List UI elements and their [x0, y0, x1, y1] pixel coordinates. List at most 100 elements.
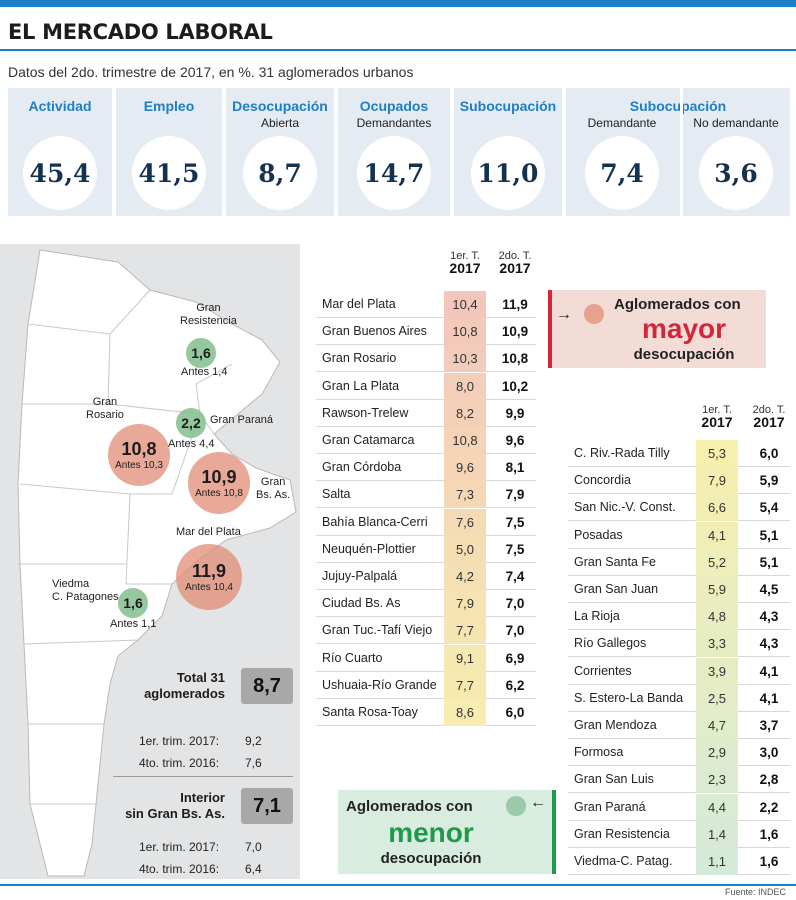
kpi-sublabel: Demandantes	[356, 116, 432, 130]
value-1er-trim: 10,4	[444, 291, 486, 318]
province-border	[195, 363, 233, 415]
total-label: Interior sin Gran Bs. As.	[125, 790, 225, 821]
kpi-value: 8,7	[243, 136, 317, 210]
table-row: Concordia 7,9 5,9	[568, 467, 790, 495]
table-row: Gran Tuc.-Tafí Viejo 7,7 7,0	[316, 617, 536, 645]
value-1er-trim: 5,0	[444, 535, 486, 563]
row-name: Gran San Juan	[574, 582, 659, 596]
table-row: Ushuaia-Río Grande 7,7 6,2	[316, 671, 536, 699]
kpi-desocupacion: Desocupación Abierta 8,7	[226, 88, 334, 216]
table-row: Rawson-Trelew 8,2 9,9	[316, 399, 536, 427]
table-row: Gran Córdoba 9,6 8,1	[316, 454, 536, 482]
row-name: Gran San Luis	[574, 772, 654, 787]
value-2do-trim: 7,5	[505, 514, 525, 530]
value-2do-trim: 4,5	[759, 582, 779, 597]
table-row: Mar del Plata 10,4 11,9	[316, 291, 536, 318]
row-name: Corrientes	[574, 663, 632, 678]
value-2do-trim: 10,9	[501, 324, 529, 340]
row-name: Ciudad Bs. As	[322, 596, 401, 611]
table-row: Gran Resistencia 1,4 1,6	[568, 820, 790, 848]
value-2do-trim: 3,7	[759, 718, 779, 733]
value-2do-trim: 4,3	[759, 636, 779, 652]
kpi-ocupados: Ocupados Demandantes 14,7	[338, 88, 450, 216]
value-1er-trim: 5,3	[696, 440, 738, 467]
callout-line1: Aglomerados con	[614, 296, 741, 313]
row-name: Jujuy-Palpalá	[322, 569, 398, 583]
kpi-label: Ocupados	[359, 98, 429, 114]
value-1er-trim: 4,4	[696, 793, 738, 821]
row-name: Río Gallegos	[574, 636, 647, 651]
value-1er-trim: 5,2	[696, 548, 738, 576]
kpi-label: Subocupación	[629, 98, 727, 114]
value-2do-trim: 1,6	[759, 854, 779, 869]
table-row: Santa Rosa-Toay 8,6 6,0	[316, 699, 536, 726]
value-1er-trim: 7,3	[444, 481, 486, 509]
total-row-value: 7,6	[245, 756, 262, 770]
row-name: Gran Rosario	[322, 351, 397, 366]
province-border	[19, 413, 201, 495]
kpi-label: Desocupación	[232, 98, 328, 114]
row-name: Gran Resistencia	[574, 826, 670, 841]
value-1er-trim: 10,8	[444, 318, 486, 346]
kpi-value: 3,6	[699, 136, 773, 210]
table-row: Gran San Juan 5,9 4,5	[568, 576, 790, 603]
value-2do-trim: 10,2	[501, 378, 529, 394]
value-1er-trim: 8,0	[444, 372, 486, 400]
callout-bar	[548, 290, 552, 368]
value-2do-trim: 4,1	[759, 690, 779, 706]
argentina-map	[17, 249, 297, 877]
map-label-viedma: Viedma C. Patagones	[52, 578, 119, 603]
total-row-label: 1er. trim. 2017:	[139, 734, 220, 748]
total-label: Total 31 aglomerados	[144, 670, 225, 701]
row-name: Viedma-C. Patag.	[574, 854, 673, 868]
value-2do-trim: 7,5	[505, 541, 525, 557]
province-border	[125, 493, 172, 585]
value-1er-trim: 7,7	[444, 671, 486, 699]
table-row: Gran Santa Fe 5,2 5,1	[568, 548, 790, 576]
value-2do-trim: 4,3	[759, 609, 779, 625]
value-2do-trim: 4,1	[759, 663, 779, 679]
row-name: S. Estero-La Banda	[574, 690, 684, 705]
table-row: Gran Paraná 4,4 2,2	[568, 793, 790, 821]
row-name: Gran Santa Fe	[574, 554, 656, 569]
kpi-value: 14,7	[357, 136, 431, 210]
table-row: C. Riv.-Rada Tilly 5,3 6,0	[568, 440, 790, 467]
callout-line1: Aglomerados con	[346, 798, 473, 815]
bubble-viedma: 1,6	[118, 588, 148, 618]
total-row-label: 4to. trim. 2016:	[139, 862, 220, 876]
table-row: Río Cuarto 9,1 6,9	[316, 644, 536, 672]
value-1er-trim: 2,9	[696, 739, 738, 767]
row-name: Posadas	[574, 527, 623, 542]
value-2do-trim: 5,9	[759, 473, 779, 489]
bubble-prev-parana: Antes 4,4	[168, 438, 215, 450]
bottom-divider	[0, 884, 796, 886]
total-row-value: 6,4	[245, 862, 262, 876]
callout-big: menor	[388, 817, 474, 848]
province-border	[107, 333, 215, 435]
value-1er-trim: 7,9	[696, 467, 738, 495]
value-1er-trim: 2,5	[696, 684, 738, 712]
bubble-gran-bs-as: 10,9 Antes 10,8	[188, 452, 250, 514]
table-row: Salta 7,3 7,9	[316, 481, 536, 509]
table-row: S. Estero-La Banda 2,5 4,1	[568, 684, 790, 712]
value-1er-trim: 4,7	[696, 712, 738, 739]
value-1er-trim: 1,1	[696, 848, 738, 875]
value-1er-trim: 9,6	[444, 454, 486, 482]
table-row: Formosa 2,9 3,0	[568, 739, 790, 767]
table-row: Gran Mendoza 4,7 3,7	[568, 712, 790, 739]
value-2do-trim: 2,2	[759, 799, 779, 815]
value-1er-trim: 8,2	[444, 399, 486, 427]
row-name: Gran Mendoza	[574, 718, 657, 732]
value-2do-trim: 5,1	[759, 554, 779, 570]
bubble-gran-rosario: 10,8 Antes 10,3	[108, 424, 170, 486]
value-2do-trim: 7,4	[505, 569, 525, 584]
table-row: Jujuy-Palpalá 4,2 7,4	[316, 563, 536, 590]
country-shape	[17, 249, 297, 877]
row-name: Gran Córdoba	[322, 460, 402, 475]
value-2do-trim: 10,8	[501, 351, 529, 367]
value-2do-trim: 6,2	[505, 677, 525, 693]
source-note: Fuente: INDEC	[724, 887, 786, 897]
row-name: Bahía Blanca-Cerri	[322, 514, 428, 529]
value-1er-trim: 7,7	[444, 617, 486, 645]
map-label-parana: Gran Paraná	[210, 414, 273, 426]
